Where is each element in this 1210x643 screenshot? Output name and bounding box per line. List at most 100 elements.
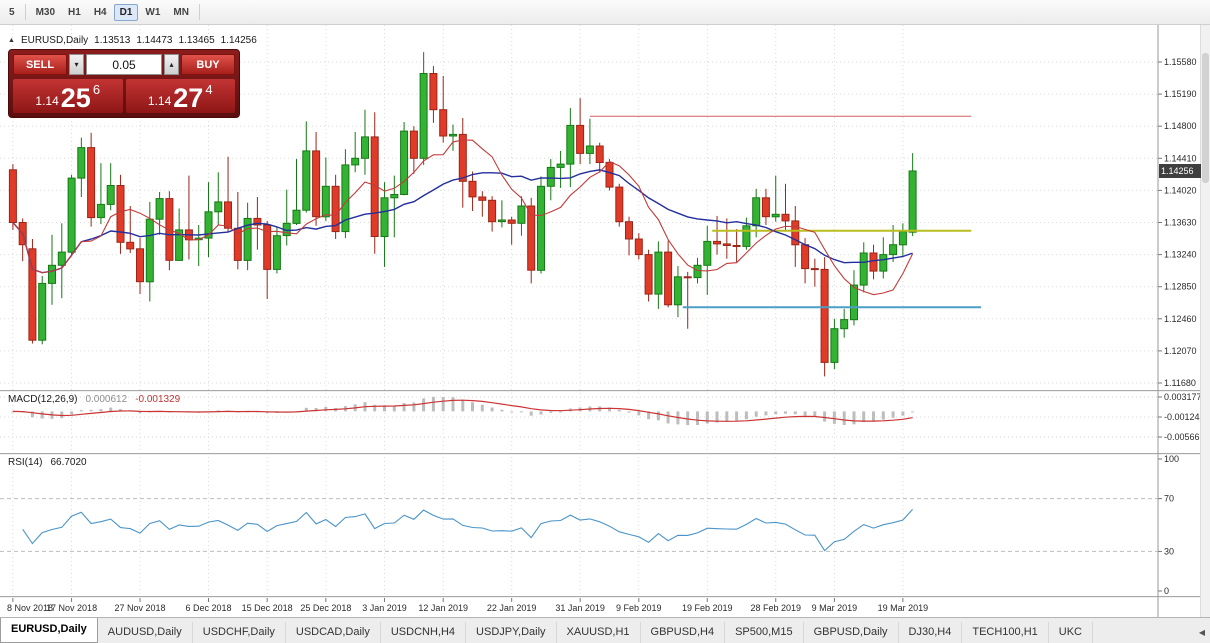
timeframe-button-H4[interactable]: H4 <box>93 6 107 18</box>
svg-text:9 Feb 2019: 9 Feb 2019 <box>616 603 662 613</box>
svg-text:1.11680: 1.11680 <box>1164 378 1196 388</box>
chart-ohlc-header: ▲ EURUSD,Daily 1.13513 1.14473 1.13465 1… <box>8 35 257 46</box>
timeframe-button-D1[interactable]: D1 <box>113 3 139 21</box>
macd-pane: 0.003177 -0.001245 -0.005667 <box>0 392 1205 442</box>
svg-text:28 Feb 2019: 28 Feb 2019 <box>750 603 801 613</box>
tabs-scroll-left-button[interactable]: ◀ <box>1198 628 1206 637</box>
ohlc-high: 1.14473 <box>136 35 173 46</box>
timeframe-toolbar: 5 M30 H1 H4 D1 W1 MN <box>0 0 1210 25</box>
svg-text:0: 0 <box>1164 586 1169 596</box>
svg-text:30: 30 <box>1164 546 1174 556</box>
rsi-label: RSI(14) 66.7020 <box>8 457 87 468</box>
one-click-collapse-icon[interactable]: ▲ <box>8 37 15 44</box>
sell-price-point: 6 <box>92 82 101 97</box>
svg-text:1.15580: 1.15580 <box>1164 57 1197 67</box>
timeframe-button-W1[interactable]: W1 <box>145 6 161 18</box>
svg-text:70: 70 <box>1164 494 1174 504</box>
volume-increase-button[interactable]: ▴ <box>164 54 179 75</box>
chart-tab-EURUSD-Daily[interactable]: EURUSD,Daily <box>0 618 98 643</box>
chevron-down-icon: ▾ <box>74 60 79 69</box>
chart-tab-USDCHF-Daily[interactable]: USDCHF,Daily <box>193 622 286 643</box>
rsi-value: 66.7020 <box>50 457 87 468</box>
chart-tab-SP500-M15[interactable]: SP500,M15 <box>725 622 804 643</box>
scrollbar-thumb[interactable] <box>1202 53 1209 183</box>
svg-text:15 Dec 2018: 15 Dec 2018 <box>242 603 293 613</box>
ohlc-open: 1.13513 <box>94 35 131 46</box>
timeframe-button-5[interactable]: 5 <box>9 6 15 18</box>
svg-text:1.14410: 1.14410 <box>1164 153 1197 163</box>
sell-price[interactable]: 1.14 25 6 <box>13 79 123 113</box>
buy-button[interactable]: BUY <box>181 54 235 75</box>
volume-decrease-button[interactable]: ▾ <box>69 54 84 75</box>
svg-text:25 Dec 2018: 25 Dec 2018 <box>300 603 351 613</box>
svg-text:-0.001245: -0.001245 <box>1164 412 1205 422</box>
chevron-up-icon: ▴ <box>169 60 174 69</box>
macd-main-value: 0.000612 <box>85 394 128 405</box>
svg-text:1.13630: 1.13630 <box>1164 218 1197 228</box>
chart-tabs-bar: EURUSD,Daily AUDUSD,Daily USDCHF,Daily USDC… <box>0 617 1210 643</box>
chart-tab-DJ30-H4[interactable]: DJ30,H4 <box>899 622 963 643</box>
chart-tab-GBPUSD-Daily[interactable]: GBPUSD,Daily <box>804 622 899 643</box>
toolbar-separator <box>198 4 200 20</box>
svg-text:100: 100 <box>1164 454 1179 464</box>
svg-text:0.003177: 0.003177 <box>1164 392 1202 402</box>
sell-price-big-figure: 1.14 <box>35 94 59 108</box>
candles-layer <box>8 52 917 377</box>
chart-tab-AUDUSD-Daily[interactable]: AUDUSD,Daily <box>98 622 193 643</box>
svg-text:-0.005667: -0.005667 <box>1164 432 1205 442</box>
macd-name: MACD(12,26,9) <box>8 394 78 405</box>
rsi-pane: 100 70 30 0 <box>0 454 1179 596</box>
chart-tab-USDCNH-H4[interactable]: USDCNH,H4 <box>381 622 467 643</box>
svg-text:1.12460: 1.12460 <box>1164 314 1197 324</box>
svg-text:9 Mar 2019: 9 Mar 2019 <box>812 603 858 613</box>
svg-text:3 Jan 2019: 3 Jan 2019 <box>362 603 407 613</box>
ohlc-close: 1.14256 <box>220 35 257 46</box>
chart-tab-UKC[interactable]: UKC <box>1049 622 1093 643</box>
grid-layer <box>0 25 1158 595</box>
svg-text:1.12850: 1.12850 <box>1164 282 1197 292</box>
macd-signal-value: -0.001329 <box>135 394 181 405</box>
sell-price-pips: 25 <box>60 83 91 114</box>
sell-button[interactable]: SELL <box>13 54 67 75</box>
svg-text:19 Mar 2019: 19 Mar 2019 <box>878 603 929 613</box>
buy-price-pips: 27 <box>173 83 204 114</box>
svg-text:31 Jan 2019: 31 Jan 2019 <box>555 603 605 613</box>
current-price-badge: 1.14256 <box>1159 164 1201 178</box>
svg-text:1.13240: 1.13240 <box>1164 250 1197 260</box>
rsi-name: RSI(14) <box>8 457 43 468</box>
svg-text:19 Feb 2019: 19 Feb 2019 <box>682 603 733 613</box>
toolbar-separator <box>24 4 26 20</box>
svg-text:12 Jan 2019: 12 Jan 2019 <box>418 603 468 613</box>
chart-tab-TECH100-H1[interactable]: TECH100,H1 <box>962 622 1049 643</box>
chart-tab-XAUUSD-H1[interactable]: XAUUSD,H1 <box>557 622 641 643</box>
vertical-scrollbar[interactable] <box>1200 25 1210 617</box>
svg-text:22 Jan 2019: 22 Jan 2019 <box>487 603 537 613</box>
buy-price[interactable]: 1.14 27 4 <box>125 79 235 114</box>
chart-tab-GBPUSD-H4[interactable]: GBPUSD,H4 <box>641 622 726 643</box>
buy-price-big-figure: 1.14 <box>147 94 172 108</box>
chart-window: 1.15580 1.15190 1.14800 1.14410 1.14020 1.136… <box>0 25 1210 617</box>
chart-symbol-label: EURUSD,Daily <box>20 35 89 46</box>
svg-text:1.12070: 1.12070 <box>1164 346 1197 356</box>
svg-text:27 Nov 2018: 27 Nov 2018 <box>115 603 166 613</box>
chart-tab-USDCAD-Daily[interactable]: USDCAD,Daily <box>286 622 381 643</box>
buy-price-point: 4 <box>205 82 213 97</box>
svg-text:1.14020: 1.14020 <box>1164 185 1197 195</box>
level-lines-layer[interactable] <box>589 115 982 309</box>
chart-tab-USDJPY-Daily[interactable]: USDJPY,Daily <box>466 622 557 643</box>
svg-text:1.14800: 1.14800 <box>1164 121 1197 131</box>
chart-area[interactable]: 1.15580 1.15190 1.14800 1.14410 1.14020 1.136… <box>0 25 1210 617</box>
timeframe-button-MN[interactable]: MN <box>173 6 189 18</box>
price-scale[interactable]: 1.15580 1.15190 1.14800 1.14410 1.14020 1.136… <box>1157 25 1197 617</box>
timeframe-button-M30[interactable]: M30 <box>35 6 56 18</box>
timeframe-button-H1[interactable]: H1 <box>68 6 81 18</box>
svg-text:8 Nov 2018: 8 Nov 2018 <box>7 603 53 613</box>
svg-text:1.15190: 1.15190 <box>1164 89 1197 99</box>
ohlc-low: 1.13465 <box>178 35 215 46</box>
volume-input[interactable]: 0.05 <box>86 54 162 75</box>
macd-label: MACD(12,26,9) 0.000612 -0.001329 <box>8 394 180 405</box>
svg-text:6 Dec 2018: 6 Dec 2018 <box>185 603 231 613</box>
one-click-trading-panel: SELL ▾ 0.05 ▴ BUY 1.14 25 6 1.14 27 4 <box>8 49 240 118</box>
svg-text:17 Nov 2018: 17 Nov 2018 <box>46 603 97 613</box>
